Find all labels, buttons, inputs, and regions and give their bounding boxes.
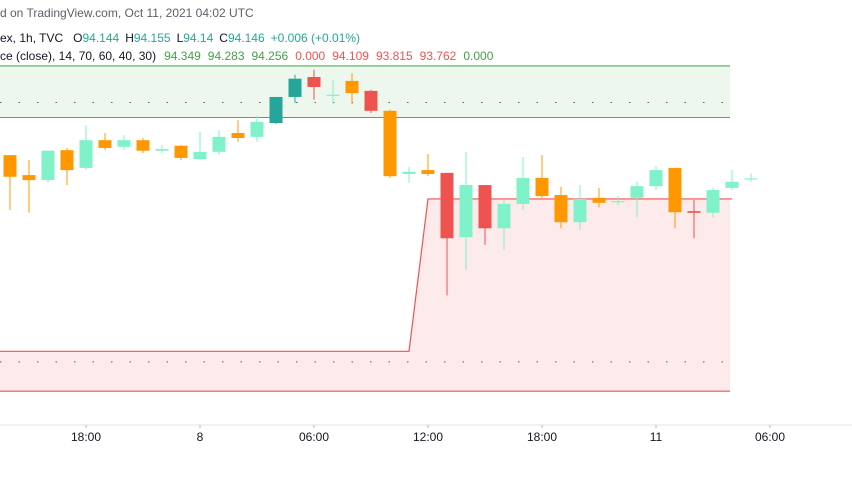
indicator-value: 94.283 [208, 49, 245, 63]
candle-body [516, 177, 530, 204]
candle-body [497, 203, 511, 229]
ohlc-key: C [219, 31, 228, 45]
candle-body [402, 171, 416, 174]
candle-body [98, 140, 112, 148]
candle-body [41, 150, 55, 181]
indicator-value: 93.815 [376, 49, 413, 63]
candle-body [174, 145, 188, 158]
indicator-value: 93.762 [420, 49, 457, 63]
ohlc-value: 94.144 [82, 31, 119, 45]
x-tick-label: 18:00 [527, 430, 557, 444]
lower-zone [0, 198, 732, 392]
candle-body [60, 150, 74, 171]
candle-body [269, 96, 283, 124]
symbol-line: ex, 1h, TVC [0, 31, 63, 45]
candle-body [383, 110, 397, 177]
candle-body [459, 185, 473, 238]
candle-body [345, 80, 359, 94]
x-tick-label: 18:00 [71, 430, 101, 444]
indicator-value: 94.256 [252, 49, 289, 63]
lower-band-top [0, 198, 732, 352]
candle-body [611, 201, 625, 203]
x-tick-label: 06:00 [755, 430, 785, 444]
candle-body [668, 167, 682, 213]
indicator-name: ce (close), 14, 70, 60, 40, 30) [0, 49, 156, 63]
ohlc-value: 94.146 [228, 31, 265, 45]
candle-body [288, 78, 302, 97]
x-tick-label: 06:00 [299, 430, 329, 444]
candle-body [326, 94, 340, 96]
x-tick-label: 12:00 [413, 430, 443, 444]
candle-body [535, 177, 549, 197]
candle-body [706, 190, 720, 213]
candle-body [212, 136, 226, 152]
candle-body [231, 132, 245, 138]
candle-body [592, 197, 606, 203]
ohlc-key: H [125, 31, 134, 45]
ohlc-key: L [177, 31, 184, 45]
candle-body [687, 211, 701, 213]
indicator-value: 0.000 [463, 49, 493, 63]
x-tick-label: 8 [197, 430, 204, 444]
candle-body [421, 170, 435, 174]
candle-body [649, 170, 663, 187]
candle-body [250, 121, 264, 137]
indicator-value: 0.000 [295, 49, 325, 63]
candle-body [307, 77, 321, 87]
candle-body [440, 172, 454, 239]
candle-body [744, 178, 758, 180]
ohlc-value: 94.14 [183, 31, 213, 45]
candle-body [364, 90, 378, 111]
ohlc-key: O [73, 31, 82, 45]
candle-body [79, 140, 93, 168]
header: d on TradingView.com, Oct 11, 2021 04:02… [0, 6, 254, 20]
candle-body [117, 140, 131, 147]
candle-body [22, 175, 36, 181]
candle-body [573, 198, 587, 223]
candle-body [155, 149, 169, 151]
candle-body [630, 186, 644, 198]
change: +0.006 (+0.01%) [271, 31, 360, 45]
ohlc-value: 94.155 [134, 31, 171, 45]
indicator-value: 94.109 [332, 49, 369, 63]
plot-area [0, 65, 758, 392]
x-tick-label: 11 [650, 430, 663, 444]
candle-body [136, 140, 150, 151]
candle-body [478, 185, 492, 229]
candle-body [193, 151, 207, 160]
indicator-value: 94.349 [164, 49, 201, 63]
candle-body [725, 181, 739, 188]
candle-body [3, 155, 17, 177]
candle-body [554, 195, 568, 223]
